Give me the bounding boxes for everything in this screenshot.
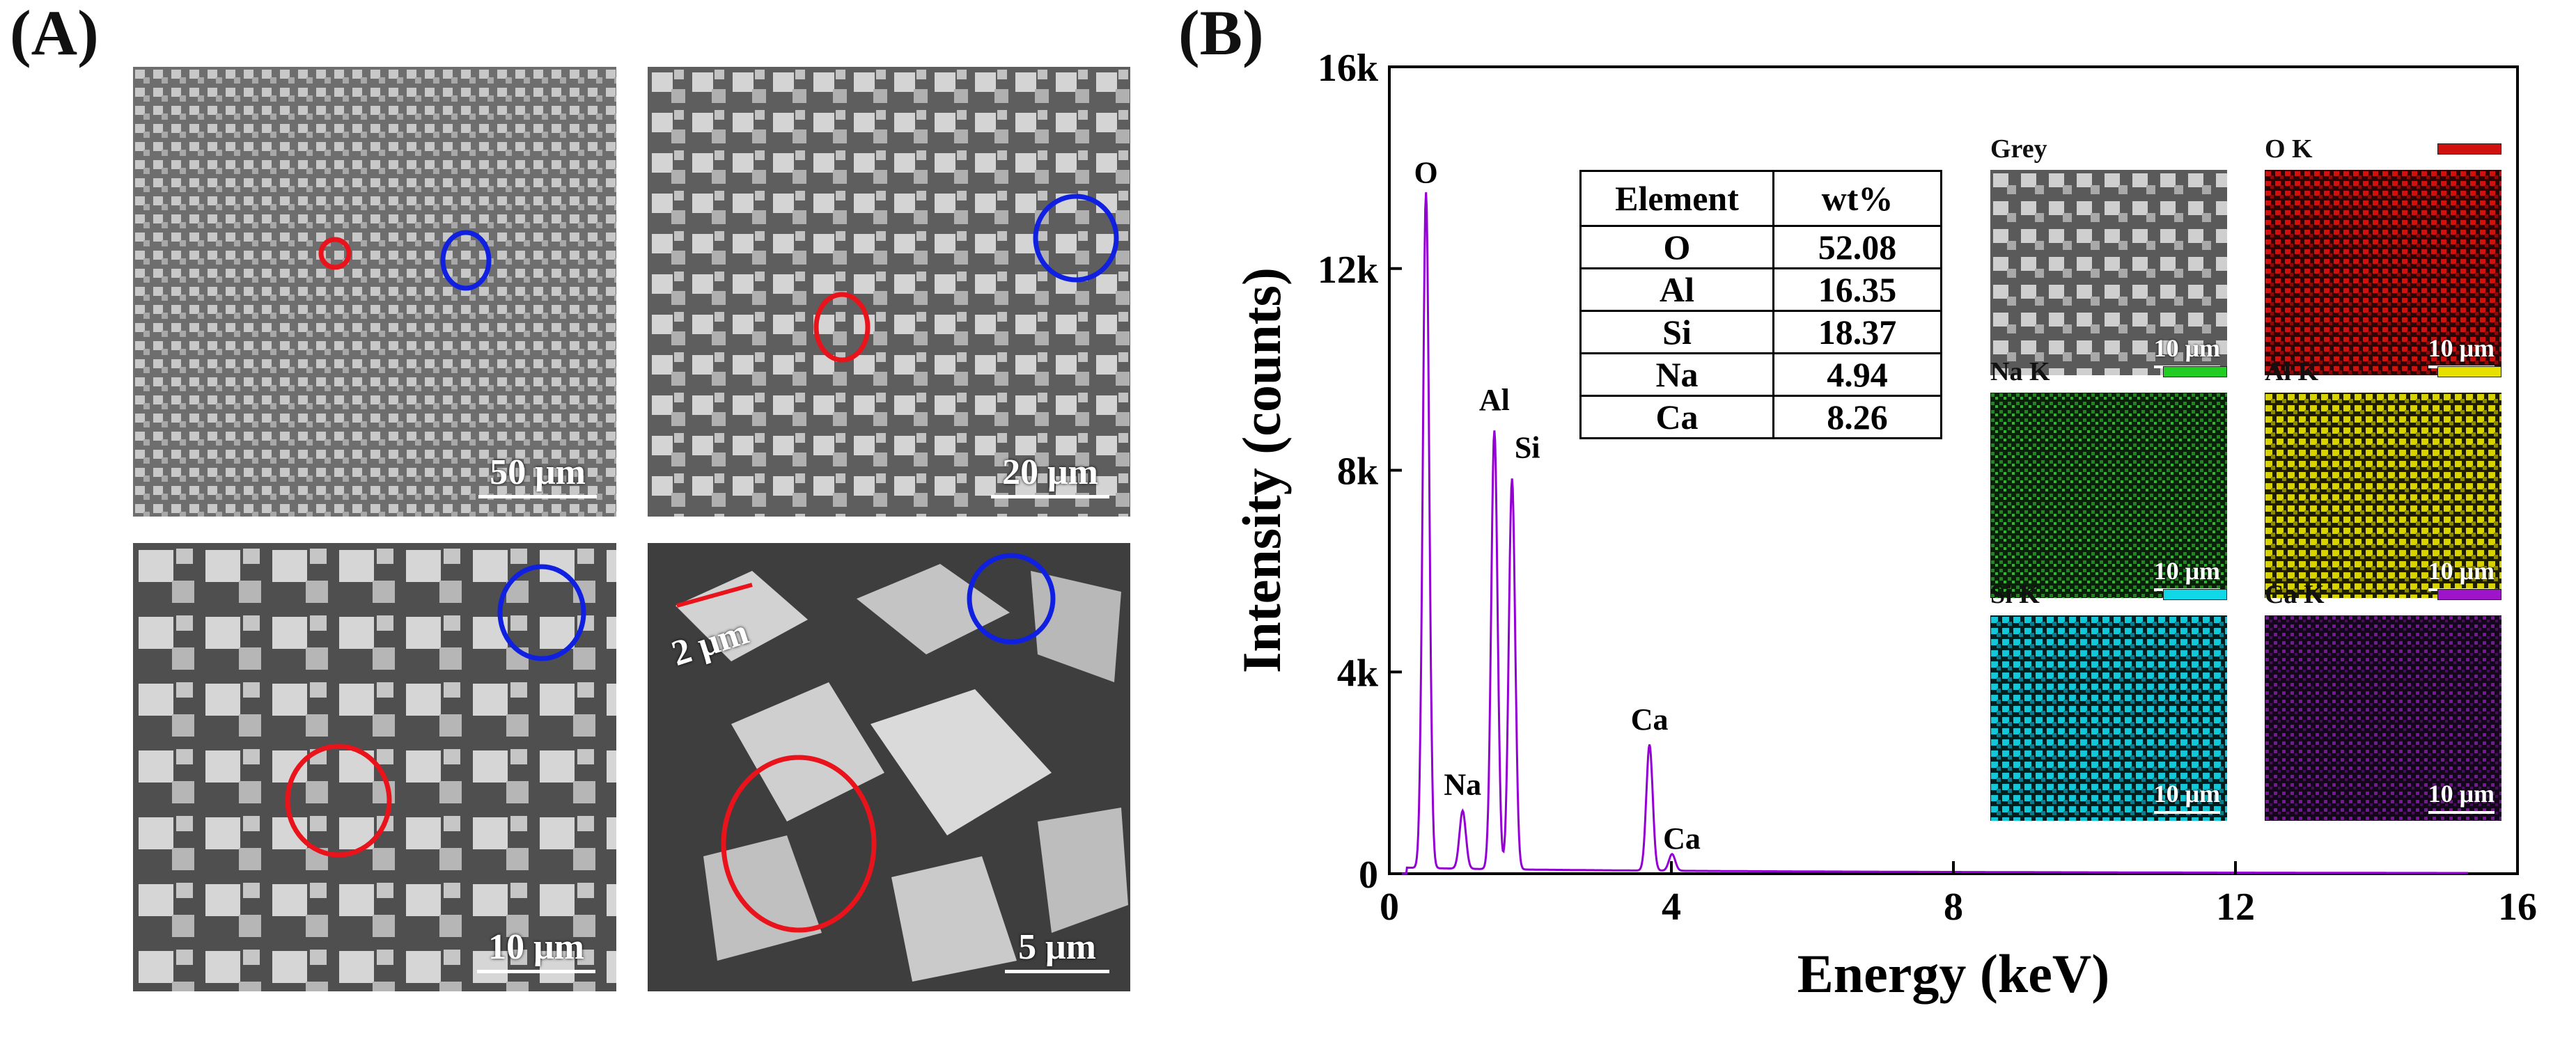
color-swatch (2437, 366, 2501, 377)
table-row: O 52.08 (1579, 225, 1942, 269)
scale-bar: 10 μm (477, 929, 595, 973)
element-cell: Ca (1579, 395, 1774, 439)
wt-cell: 8.26 (1772, 395, 1942, 439)
panel-b-label: (B) (1178, 0, 1264, 68)
sem-image-50um: 50 μm (133, 67, 616, 517)
scale-label: 5 μm (1018, 927, 1096, 967)
table-row: Ca 8.26 (1579, 395, 1942, 439)
red-marker (285, 744, 392, 858)
table-row: Al 16.35 (1579, 267, 1942, 312)
table-header-element: Element (1579, 170, 1774, 227)
map-title: Na K (1990, 357, 2050, 386)
peak-label: Ca (1663, 821, 1701, 856)
table-row: Na 4.94 (1579, 352, 1942, 397)
color-swatch (2163, 589, 2227, 600)
sem-texture (133, 543, 616, 991)
map-si: Si K 10 μm (1990, 579, 2227, 821)
x-tick-label: 8 (1944, 886, 1963, 929)
map-texture (2265, 170, 2501, 375)
sem-image-20um: 20 μm (648, 67, 1130, 517)
map-image: 10 μm (2265, 393, 2501, 598)
composition-table: Element wt% O 52.08 Al 16.35 Si 18.37 Na 4.9… (1579, 170, 1942, 439)
scale-bar: 50 μm (478, 455, 597, 498)
scale-label: 20 μm (1002, 453, 1098, 492)
y-axis-title: Intensity (counts) (1231, 267, 1292, 673)
map-scale-bar: 10 μm (2153, 779, 2220, 814)
scale-label: 50 μm (490, 453, 586, 492)
map-al: Al K 10 μm (2265, 356, 2501, 598)
peak-label: Al (1479, 383, 1510, 417)
spectrum-line (1389, 192, 2469, 875)
wt-cell: 18.37 (1772, 310, 1942, 354)
sem-texture (648, 543, 1130, 991)
y-tick-label: 8k (1337, 450, 1379, 494)
map-o: O K 10 μm (2265, 134, 2501, 375)
red-marker (318, 237, 352, 270)
sem-texture (133, 67, 616, 517)
sem-image-10um: 10 μm (133, 543, 616, 991)
map-texture (1990, 393, 2227, 598)
blue-marker (497, 564, 586, 661)
wt-cell: 16.35 (1772, 267, 1942, 312)
scale-label: 10 μm (488, 927, 584, 967)
red-marker (813, 292, 871, 363)
peak-label: Na (1444, 768, 1481, 802)
x-tick-label: 12 (2216, 886, 2255, 929)
map-image: 10 μm (1990, 170, 2227, 375)
map-image: 10 μm (1990, 393, 2227, 598)
map-image: 10 μm (2265, 170, 2501, 375)
panel-a-label: (A) (10, 0, 99, 68)
measure-line (676, 583, 753, 608)
y-tick-label: 4k (1337, 652, 1379, 695)
map-title: Ca K (2265, 580, 2325, 609)
table-row: Si 18.37 (1579, 310, 1942, 354)
map-na: Na K 10 μm (1990, 356, 2227, 598)
sem-texture (648, 67, 1130, 517)
map-title: Al K (2265, 357, 2319, 386)
element-cell: Si (1579, 310, 1774, 354)
map-image: 10 μm (1990, 615, 2227, 821)
red-marker (721, 755, 877, 933)
x-axis-title: Energy (keV) (1797, 943, 2109, 1004)
map-image: 10 μm (2265, 615, 2501, 821)
y-tick-label: 12k (1318, 249, 1379, 292)
scale-bar: 5 μm (1005, 929, 1109, 973)
y-tick-label: 0 (1359, 854, 1378, 897)
color-swatch (2163, 366, 2227, 377)
map-texture (2265, 615, 2501, 821)
color-swatch (2437, 143, 2501, 155)
element-cell: Na (1579, 352, 1774, 397)
map-title: Si K (1990, 580, 2040, 609)
element-cell: Al (1579, 267, 1774, 312)
blue-marker (440, 230, 492, 291)
map-scale-bar: 10 μm (2428, 779, 2495, 814)
wt-cell: 4.94 (1772, 352, 1942, 397)
map-title: O K (2265, 134, 2313, 164)
color-swatch (2437, 589, 2501, 600)
x-tick-label: 0 (1380, 886, 1399, 929)
map-grey: Grey 10 μm (1990, 134, 2227, 375)
x-tick-label: 16 (2498, 886, 2537, 929)
chart-ticks: 0 4 8 12 16 0 4k 8k 12k 16k (1318, 47, 2537, 929)
blue-marker (967, 553, 1056, 645)
wt-cell: 52.08 (1772, 225, 1942, 269)
sem-image-5um: 2 μm 5 μm (648, 543, 1130, 991)
map-title: Grey (1990, 134, 2047, 164)
x-tick-label: 4 (1662, 886, 1681, 929)
map-texture (1990, 615, 2227, 821)
element-cell: O (1579, 225, 1774, 269)
blue-marker (1033, 194, 1119, 283)
peak-label: Ca (1631, 702, 1669, 737)
peak-label: Si (1515, 431, 1540, 465)
map-ca: Ca K 10 μm (2265, 579, 2501, 821)
map-texture (2265, 393, 2501, 598)
table-header-wt: wt% (1772, 170, 1942, 227)
map-texture (1990, 170, 2227, 375)
scale-bar: 20 μm (991, 455, 1109, 498)
peak-label: O (1414, 155, 1438, 189)
y-tick-label: 16k (1318, 47, 1379, 90)
